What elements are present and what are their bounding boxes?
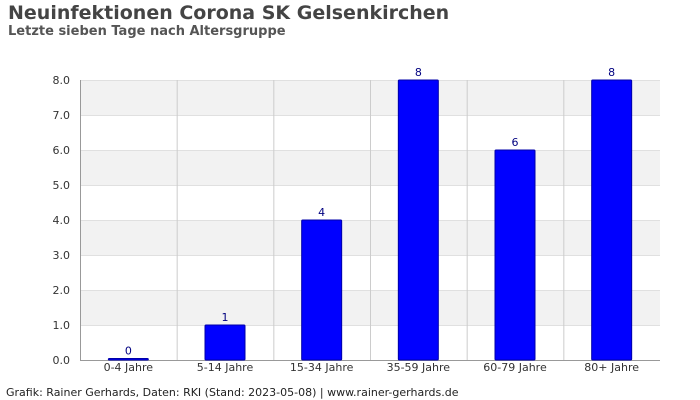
x-tick-label: 35-59 Jahre bbox=[387, 361, 451, 374]
bar-value-label: 1 bbox=[222, 311, 229, 324]
x-tick-label: 0-4 Jahre bbox=[104, 361, 154, 374]
x-tick-label: 15-34 Jahre bbox=[290, 361, 354, 374]
y-tick-label: 8.0 bbox=[53, 74, 71, 87]
bar bbox=[591, 79, 633, 361]
axes bbox=[80, 80, 660, 361]
y-tick-label: 6.0 bbox=[53, 144, 71, 157]
bar bbox=[107, 358, 149, 361]
y-tick-label: 3.0 bbox=[53, 249, 71, 262]
chart-title: Neuinfektionen Corona SK Gelsenkirchen bbox=[8, 2, 450, 24]
y-tick-label: 0.0 bbox=[53, 354, 71, 367]
grid-lines bbox=[80, 80, 660, 361]
bar-value-label: 4 bbox=[318, 206, 325, 219]
bar-value-label: 0 bbox=[125, 345, 132, 358]
bar-value-label: 6 bbox=[512, 136, 519, 149]
x-tick-label: 80+ Jahre bbox=[584, 361, 639, 374]
bar bbox=[397, 79, 439, 361]
bar bbox=[204, 324, 246, 361]
y-tick-label: 7.0 bbox=[53, 109, 71, 122]
source-credit: Grafik: Rainer Gerhards, Daten: RKI (Sta… bbox=[6, 386, 459, 399]
labels: 0.01.02.03.04.05.06.07.08.000-4 Jahre15-… bbox=[53, 66, 640, 374]
y-tick-label: 4.0 bbox=[53, 214, 71, 227]
bar bbox=[494, 149, 536, 361]
x-tick-label: 60-79 Jahre bbox=[483, 361, 547, 374]
x-tick-label: 5-14 Jahre bbox=[197, 361, 254, 374]
bar-value-label: 8 bbox=[415, 66, 422, 79]
chart-subtitle: Letzte sieben Tage nach Altersgruppe bbox=[8, 24, 286, 39]
y-tick-label: 2.0 bbox=[53, 284, 71, 297]
bars bbox=[107, 79, 633, 361]
y-tick-label: 1.0 bbox=[53, 319, 71, 332]
bar bbox=[301, 219, 343, 361]
bar-value-label: 8 bbox=[608, 66, 615, 79]
y-tick-label: 5.0 bbox=[53, 179, 71, 192]
